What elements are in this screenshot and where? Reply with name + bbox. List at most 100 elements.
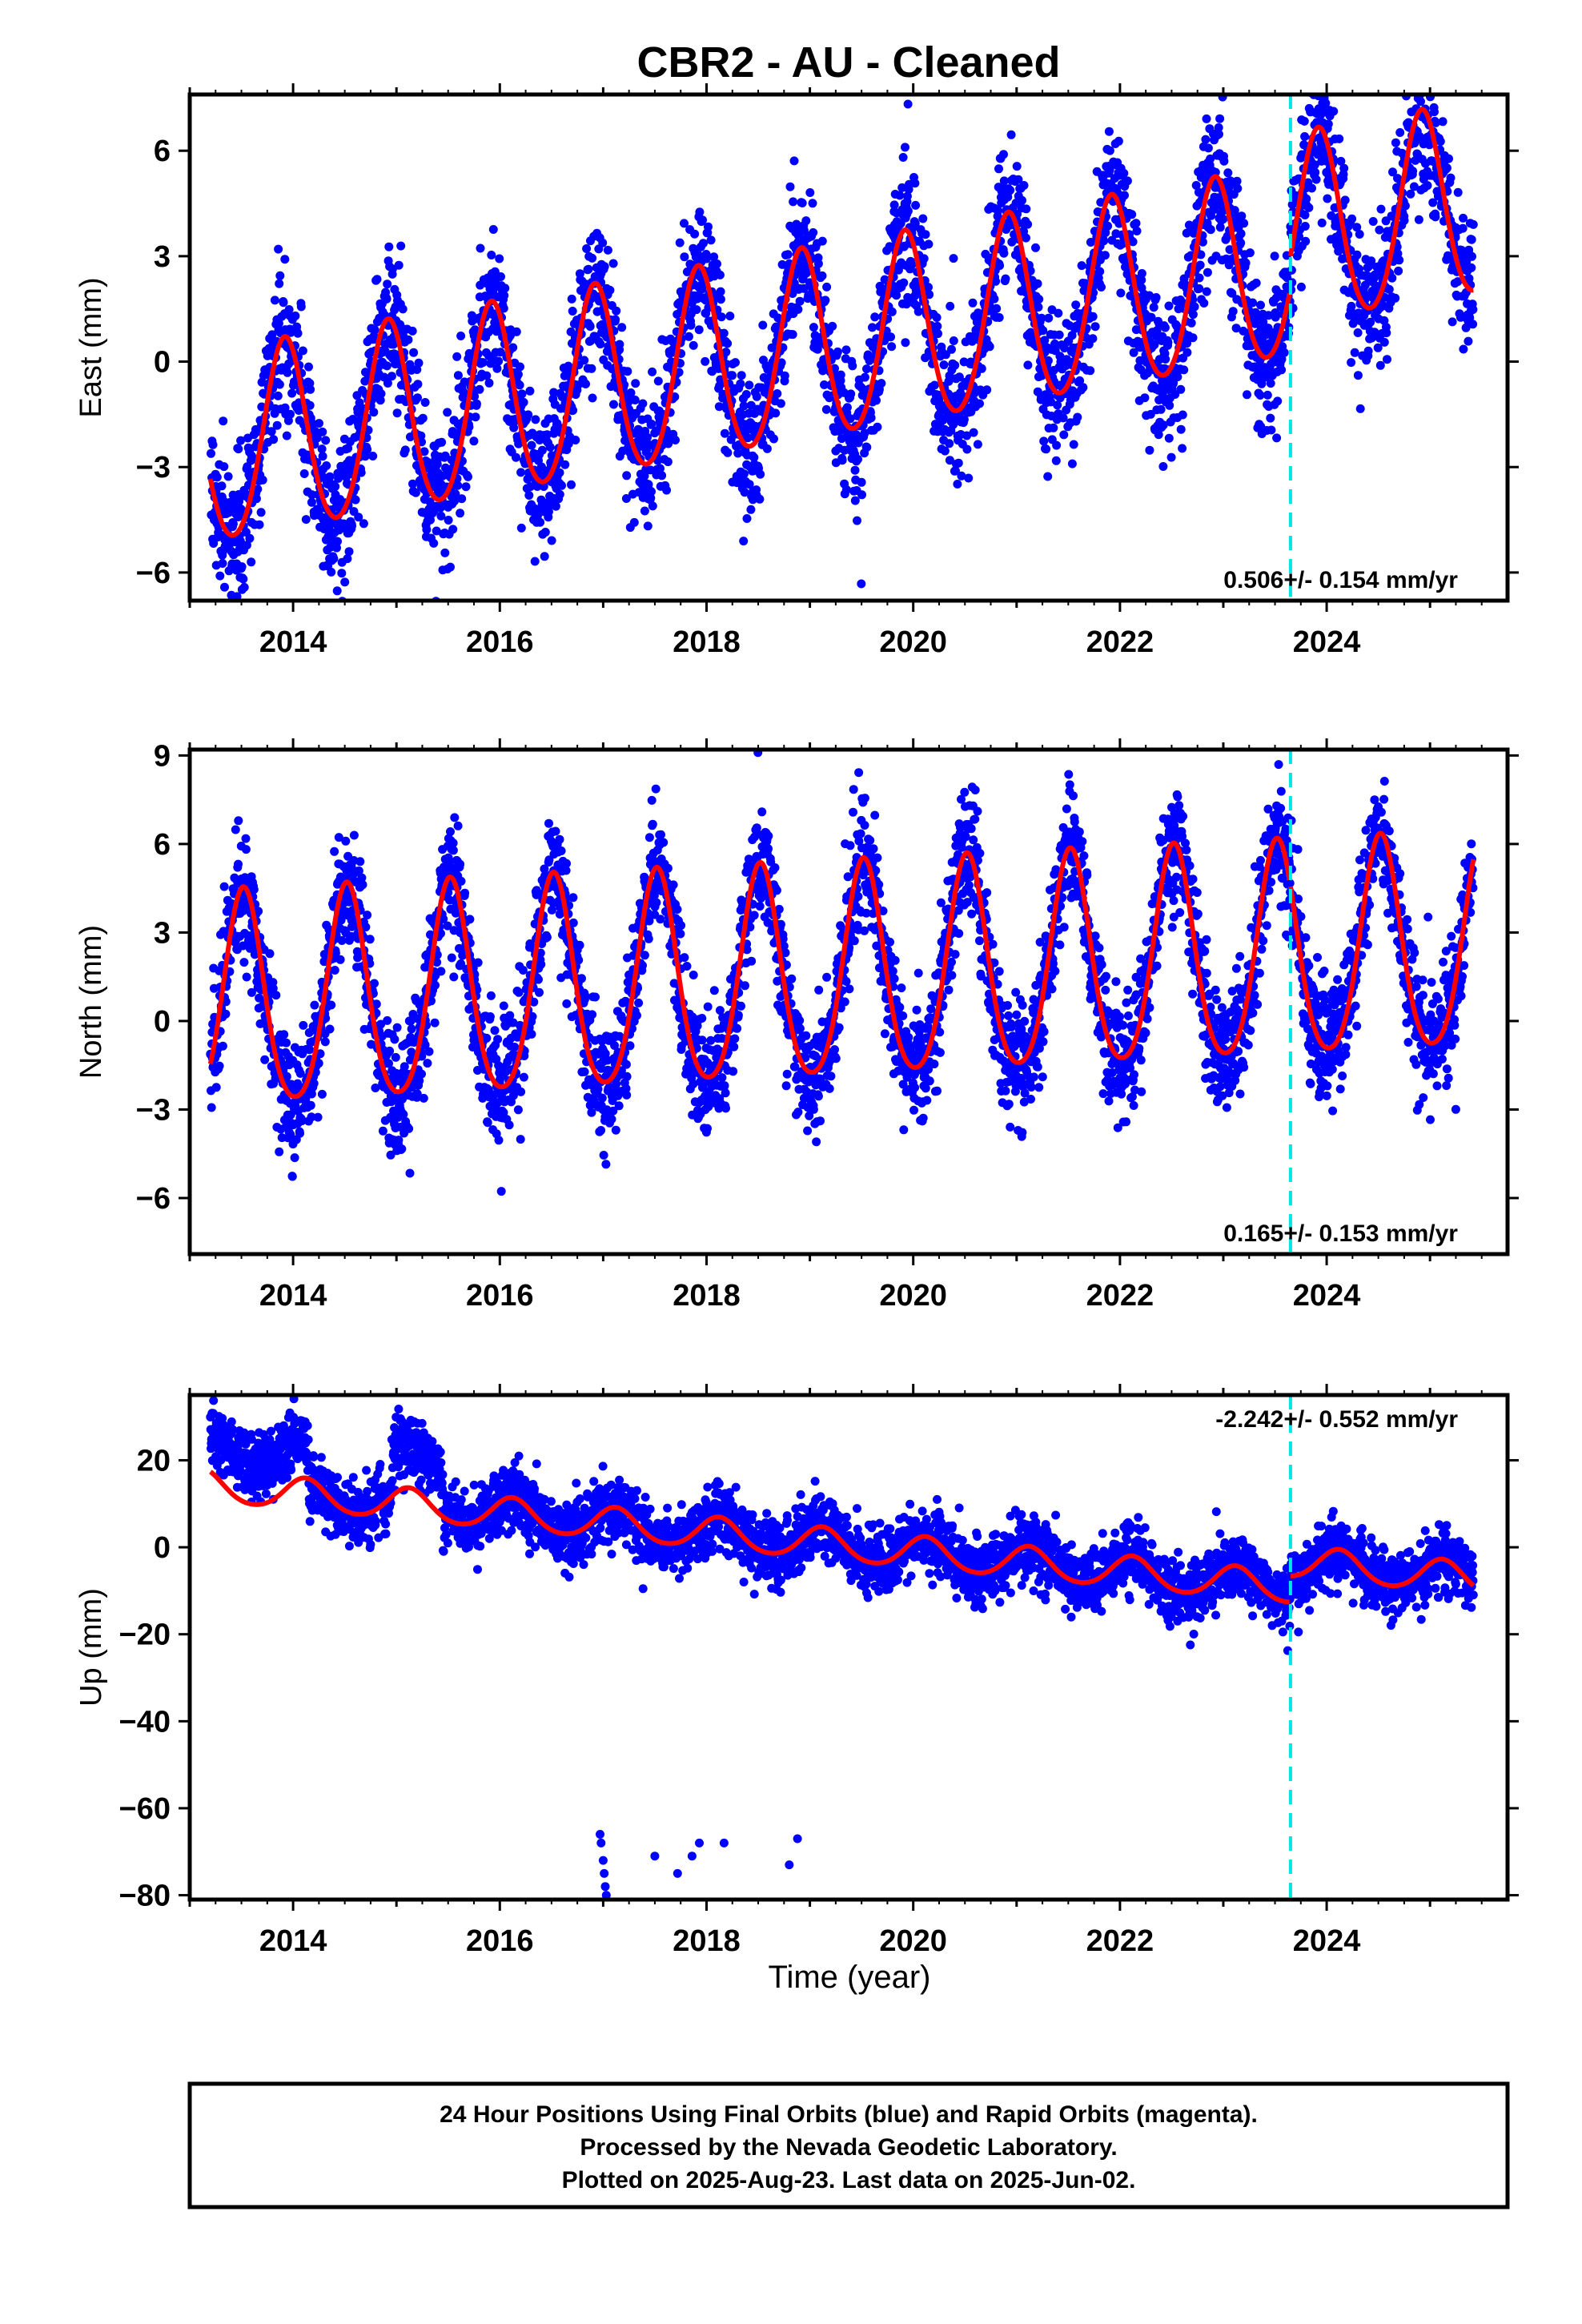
north-daily-point — [320, 1037, 330, 1047]
east-daily-point — [615, 340, 624, 349]
east-daily-point — [484, 378, 494, 388]
east-daily-point — [1468, 305, 1478, 314]
east-daily-point — [436, 503, 445, 513]
east-daily-point — [739, 537, 749, 546]
east-daily-point — [359, 519, 368, 529]
east-daily-point — [1236, 238, 1246, 247]
east-daily-point — [1140, 393, 1150, 403]
east-daily-point — [537, 445, 547, 455]
east-daily-point — [275, 271, 285, 280]
east-daily-point — [954, 458, 963, 468]
east-daily-point — [793, 304, 803, 314]
east-daily-point — [647, 487, 656, 497]
east-daily-point — [901, 300, 911, 309]
east-daily-point — [275, 279, 284, 288]
east-daily-point — [581, 380, 590, 388]
east-daily-point — [332, 543, 341, 553]
east-daily-point — [862, 443, 872, 452]
east-daily-point — [228, 519, 238, 529]
east-daily-point — [492, 364, 502, 373]
east-daily-point — [1014, 175, 1023, 184]
east-daily-point — [304, 362, 313, 372]
east-daily-point — [1043, 472, 1053, 481]
east-daily-point — [524, 410, 533, 420]
north-daily-point — [358, 880, 367, 890]
east-daily-point — [1054, 330, 1064, 340]
east-daily-point — [1039, 436, 1049, 446]
east-daily-point — [1052, 440, 1062, 450]
east-daily-point — [872, 396, 881, 405]
east-daily-point — [1211, 167, 1220, 177]
east-daily-point — [1444, 154, 1453, 163]
east-daily-point — [580, 356, 589, 365]
north-daily-point — [355, 857, 365, 866]
east-daily-point — [789, 197, 798, 207]
east-daily-point — [647, 420, 656, 428]
north-daily-point — [420, 1040, 430, 1050]
east-daily-point — [1145, 445, 1154, 455]
north-daily-point — [383, 1015, 392, 1025]
east-daily-point — [1270, 251, 1279, 261]
east-daily-point — [384, 242, 394, 251]
east-daily-point — [398, 304, 408, 314]
east-daily-point — [868, 323, 877, 332]
east-daily-point — [901, 338, 910, 348]
east-daily-point — [1299, 116, 1309, 126]
east-daily-point — [626, 388, 636, 397]
east-daily-point — [1236, 229, 1246, 239]
east-daily-point — [919, 254, 929, 263]
east-daily-point — [1071, 300, 1081, 310]
east-daily-point — [951, 466, 960, 476]
east-daily-point — [1414, 50, 1423, 59]
east-daily-point — [1468, 320, 1478, 329]
east-daily-point — [898, 153, 908, 162]
east-daily-point — [500, 291, 509, 300]
east-daily-point — [307, 497, 316, 507]
east-daily-point — [1119, 168, 1129, 178]
east-daily-point — [517, 389, 527, 399]
east-daily-point — [813, 259, 823, 268]
east-daily-point — [1263, 311, 1273, 320]
east-daily-point — [686, 320, 696, 330]
east-daily-point — [1099, 236, 1109, 246]
north-daily-point — [407, 1024, 416, 1034]
east-daily-point — [280, 403, 290, 412]
east-daily-point — [1395, 255, 1404, 265]
north-daily-point — [286, 1130, 295, 1140]
east-daily-point — [557, 480, 566, 490]
east-daily-point — [1411, 80, 1419, 89]
east-daily-point — [1237, 211, 1247, 221]
east-daily-point — [1178, 444, 1187, 453]
east-daily-point — [408, 326, 417, 336]
east-daily-point — [1173, 372, 1182, 382]
east-daily-point — [567, 294, 576, 304]
east-daily-point — [629, 517, 639, 527]
east-daily-point — [992, 304, 1002, 313]
north-daily-point — [417, 1069, 426, 1079]
east-daily-point — [1040, 336, 1050, 345]
north-daily-point — [268, 983, 278, 993]
east-daily-point — [1049, 423, 1058, 432]
east-daily-point — [939, 360, 949, 370]
north-daily-point — [218, 1041, 227, 1051]
east-daily-point — [298, 346, 307, 356]
east-daily-point — [409, 348, 419, 357]
east-daily-point — [630, 396, 640, 404]
east-daily-point — [1243, 390, 1251, 400]
east-daily-point — [899, 278, 909, 287]
east-daily-point — [1438, 117, 1447, 127]
east-daily-point — [283, 368, 292, 377]
east-daily-point — [1215, 223, 1225, 232]
east-daily-point — [1347, 301, 1356, 311]
east-daily-point — [220, 582, 229, 592]
north-daily-point — [399, 1110, 408, 1119]
east-daily-point — [1090, 322, 1100, 332]
east-daily-point — [1416, 67, 1425, 76]
north-daily-point — [313, 1112, 323, 1122]
east-daily-point — [1097, 283, 1106, 292]
east-daily-point — [817, 271, 827, 280]
east-daily-point — [453, 480, 463, 490]
east-daily-point — [1388, 167, 1397, 177]
east-x-tick-label: 2020 — [879, 625, 947, 659]
north-daily-point — [378, 1126, 387, 1136]
